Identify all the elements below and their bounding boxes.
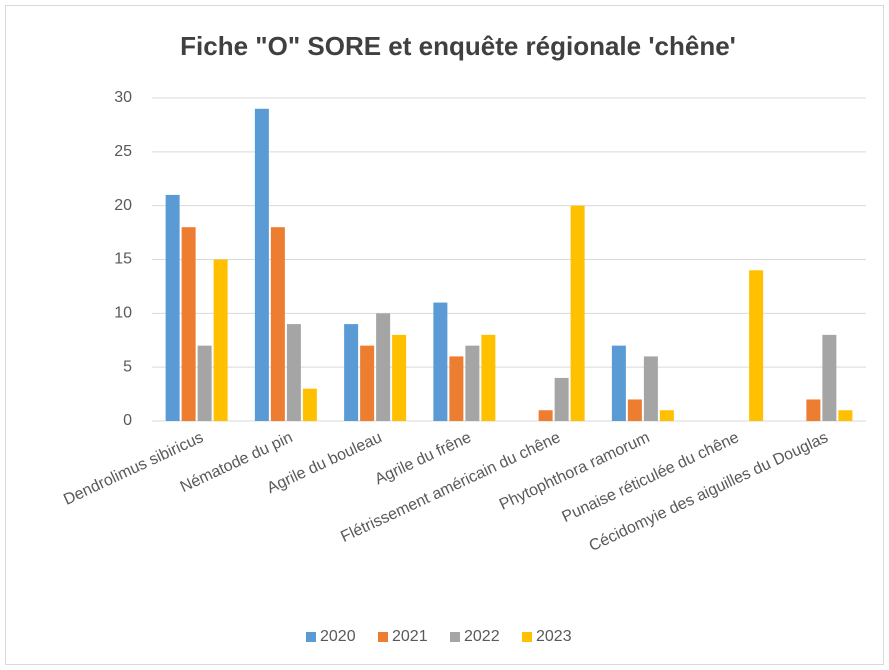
- y-tick-label: 20: [114, 197, 132, 214]
- y-tick-label: 15: [114, 251, 132, 268]
- y-tick-label: 30: [114, 89, 132, 106]
- bar: [392, 334, 407, 421]
- legend-label: 2020: [320, 628, 356, 645]
- bar: [570, 205, 585, 421]
- bar: [465, 345, 480, 421]
- legend-label: 2023: [536, 628, 572, 645]
- bar: [554, 377, 569, 421]
- bar: [481, 334, 496, 421]
- bar: [360, 345, 375, 421]
- chart-title: Fiche "O" SORE et enquête régionale 'chê…: [180, 31, 736, 61]
- bar: [838, 410, 853, 421]
- bar: [181, 227, 196, 421]
- bar: [165, 194, 180, 421]
- y-tick-label: 5: [123, 358, 132, 375]
- legend-swatch: [306, 632, 316, 642]
- bar: [806, 399, 821, 421]
- bar: [254, 108, 269, 422]
- bar: [449, 356, 464, 421]
- legend-swatch: [450, 632, 460, 642]
- bar: [270, 227, 285, 421]
- bar: [302, 388, 317, 421]
- legend-swatch: [378, 632, 388, 642]
- bar: [822, 334, 837, 421]
- bar: [627, 399, 642, 421]
- bar: [659, 410, 674, 421]
- bar: [344, 324, 359, 421]
- y-tick-label: 25: [114, 143, 132, 160]
- bar: [433, 302, 448, 421]
- bar: [286, 324, 301, 421]
- bar: [538, 410, 553, 421]
- bar: [643, 356, 658, 421]
- y-tick-label: 10: [114, 305, 132, 322]
- legend-label: 2021: [392, 628, 428, 645]
- legend-label: 2022: [464, 628, 500, 645]
- bar: [376, 313, 391, 421]
- bar: [749, 270, 764, 421]
- bar: [213, 259, 228, 421]
- bar: [197, 345, 212, 421]
- bar: [611, 345, 626, 421]
- legend-swatch: [522, 632, 532, 642]
- y-tick-label: 0: [123, 412, 132, 429]
